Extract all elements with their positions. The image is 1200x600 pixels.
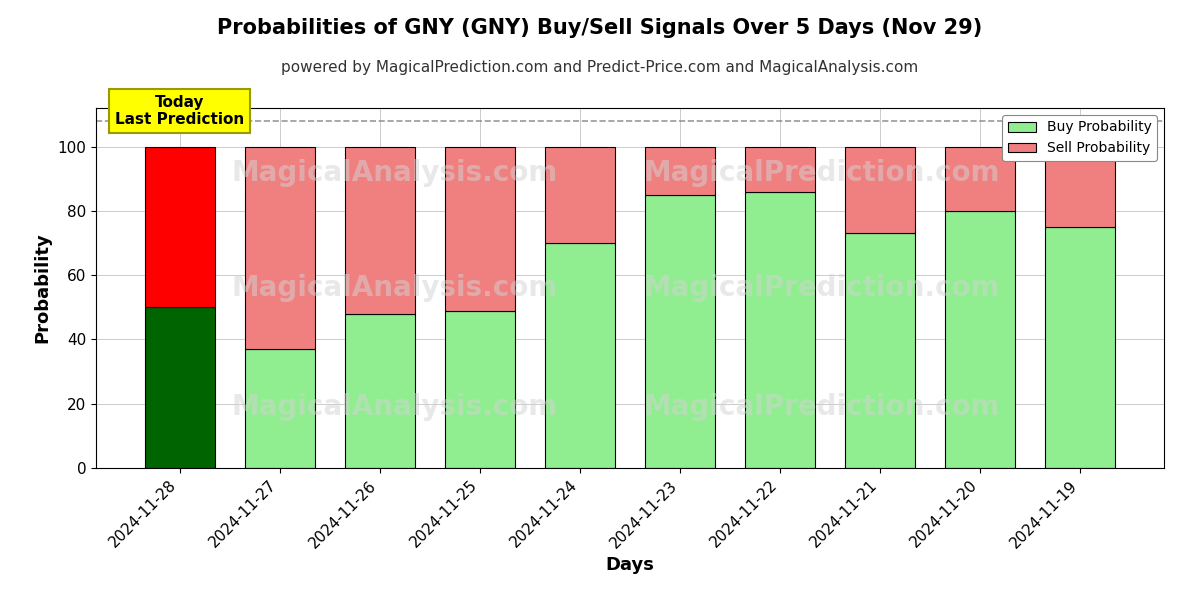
Bar [646, 146, 715, 195]
Bar [845, 233, 916, 468]
Bar [845, 146, 916, 233]
Bar [344, 314, 415, 468]
Y-axis label: Probability: Probability [34, 233, 52, 343]
Text: Probabilities of GNY (GNY) Buy/Sell Signals Over 5 Days (Nov 29): Probabilities of GNY (GNY) Buy/Sell Sign… [217, 18, 983, 38]
Bar [646, 195, 715, 468]
Bar [545, 146, 614, 243]
Text: MagicalAnalysis.com: MagicalAnalysis.com [232, 274, 558, 302]
Text: MagicalPrediction.com: MagicalPrediction.com [644, 393, 1001, 421]
Bar [245, 349, 314, 468]
X-axis label: Days: Days [606, 556, 654, 574]
Text: powered by MagicalPrediction.com and Predict-Price.com and MagicalAnalysis.com: powered by MagicalPrediction.com and Pre… [281, 60, 919, 75]
Bar [445, 311, 515, 468]
Bar [245, 146, 314, 349]
Text: MagicalAnalysis.com: MagicalAnalysis.com [232, 393, 558, 421]
Bar [1045, 146, 1116, 227]
Bar [545, 243, 614, 468]
Bar [946, 211, 1015, 468]
Bar [144, 146, 215, 307]
Bar [144, 307, 215, 468]
Bar [344, 146, 415, 314]
Bar [946, 146, 1015, 211]
Bar [1045, 227, 1116, 468]
Text: MagicalAnalysis.com: MagicalAnalysis.com [232, 159, 558, 187]
Text: Today
Last Prediction: Today Last Prediction [115, 95, 245, 127]
Text: MagicalPrediction.com: MagicalPrediction.com [644, 274, 1001, 302]
Text: MagicalPrediction.com: MagicalPrediction.com [644, 159, 1001, 187]
Bar [445, 146, 515, 311]
Legend: Buy Probability, Sell Probability: Buy Probability, Sell Probability [1002, 115, 1157, 161]
Bar [745, 191, 815, 468]
Bar [745, 146, 815, 191]
